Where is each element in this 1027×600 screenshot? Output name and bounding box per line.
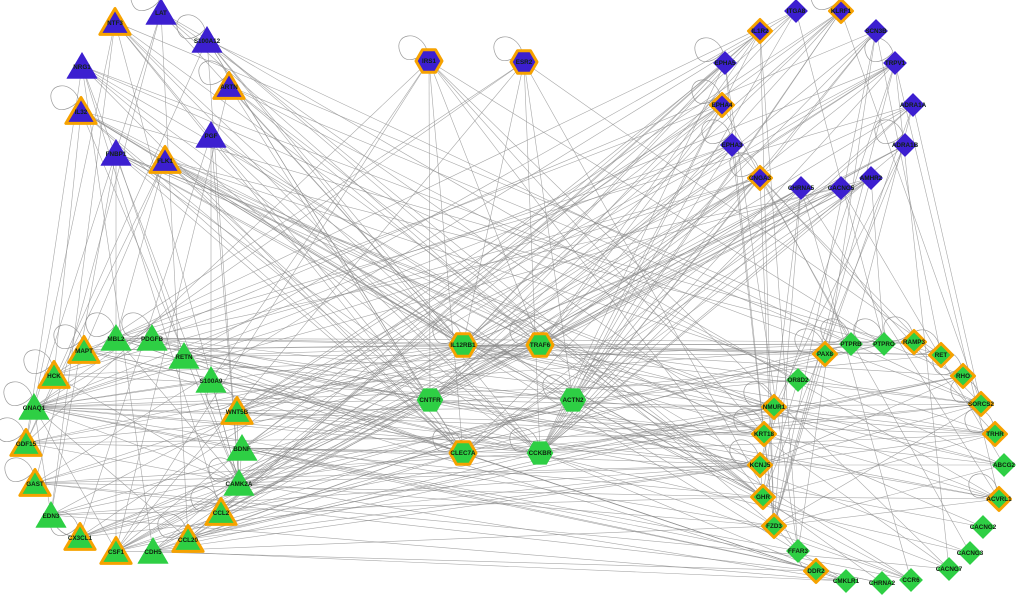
- svg-text:ADRA1B: ADRA1B: [892, 142, 919, 149]
- svg-text:KLRF1: KLRF1: [831, 8, 852, 15]
- svg-text:GAST: GAST: [26, 481, 44, 488]
- svg-text:ITGA8: ITGA8: [787, 8, 806, 15]
- svg-text:CMKLR1: CMKLR1: [833, 578, 860, 585]
- svg-text:FFAR3: FFAR3: [788, 548, 808, 555]
- svg-text:OR8D2: OR8D2: [788, 377, 809, 384]
- svg-text:GNAQ1: GNAQ1: [23, 405, 46, 412]
- svg-text:CCR6: CCR6: [902, 577, 920, 584]
- svg-text:CACNG5: CACNG5: [828, 185, 855, 192]
- svg-text:GDF15: GDF15: [16, 441, 37, 448]
- svg-text:PDGFB: PDGFB: [141, 336, 163, 343]
- svg-text:IL1R2: IL1R2: [751, 28, 769, 35]
- svg-text:PGF: PGF: [205, 133, 218, 140]
- svg-text:KRT18: KRT18: [754, 431, 774, 438]
- svg-text:S100A9: S100A9: [200, 378, 223, 385]
- svg-text:CX3CL1: CX3CL1: [68, 535, 93, 542]
- svg-text:IL32: IL32: [75, 109, 88, 116]
- svg-text:CCKBR: CCKBR: [529, 450, 552, 457]
- svg-text:CNTFR: CNTFR: [419, 397, 441, 404]
- svg-text:ARTN: ARTN: [220, 84, 238, 91]
- svg-text:TRPV1: TRPV1: [885, 60, 906, 67]
- svg-text:IL12RB1: IL12RB1: [450, 342, 476, 349]
- svg-text:RETN: RETN: [175, 354, 193, 361]
- svg-text:EPHA5: EPHA5: [715, 60, 736, 67]
- svg-text:GHR: GHR: [756, 494, 770, 501]
- svg-text:IRS1: IRS1: [422, 58, 436, 65]
- svg-text:CDH5: CDH5: [144, 549, 162, 556]
- svg-text:CHRNA5: CHRNA5: [788, 185, 815, 192]
- svg-text:WNT5B: WNT5B: [226, 409, 249, 416]
- svg-text:CACNG3: CACNG3: [957, 550, 984, 557]
- svg-text:CNGA3: CNGA3: [749, 175, 772, 182]
- svg-text:AMHR2: AMHR2: [860, 175, 883, 182]
- svg-text:EPHA3: EPHA3: [722, 142, 743, 149]
- svg-text:ACVRL1: ACVRL1: [986, 496, 1012, 503]
- svg-text:CACNG2: CACNG2: [970, 524, 997, 531]
- svg-text:FZD3: FZD3: [766, 523, 782, 530]
- svg-text:EPHA4: EPHA4: [712, 102, 733, 109]
- svg-text:CLEC7A: CLEC7A: [450, 450, 476, 457]
- svg-text:FLK1: FLK1: [157, 158, 173, 165]
- svg-text:CSF1: CSF1: [108, 549, 125, 556]
- svg-text:RAMP3: RAMP3: [903, 339, 926, 346]
- svg-text:BDNF: BDNF: [233, 446, 251, 453]
- svg-text:SORCS2: SORCS2: [968, 401, 994, 408]
- svg-text:NTF3: NTF3: [107, 20, 123, 27]
- svg-text:DDR2: DDR2: [807, 568, 825, 575]
- svg-text:CAMK2A: CAMK2A: [226, 481, 253, 488]
- svg-text:NRG1: NRG1: [73, 64, 91, 71]
- svg-text:S100A12: S100A12: [194, 38, 221, 45]
- svg-text:HCK: HCK: [47, 373, 61, 380]
- svg-text:SCN3B: SCN3B: [865, 28, 887, 35]
- svg-text:CCL20: CCL20: [178, 537, 198, 544]
- svg-text:ACTN2: ACTN2: [563, 397, 584, 404]
- svg-text:ESR2: ESR2: [516, 59, 533, 66]
- svg-text:EDN3: EDN3: [43, 513, 60, 520]
- svg-text:CHRNA2: CHRNA2: [869, 580, 896, 587]
- svg-text:PAX8: PAX8: [817, 351, 833, 358]
- svg-text:PTPRO: PTPRO: [873, 341, 895, 348]
- svg-text:KCNJ5: KCNJ5: [750, 462, 771, 469]
- svg-text:ADRA1A: ADRA1A: [900, 102, 927, 109]
- svg-text:FNBP1: FNBP1: [106, 151, 127, 158]
- svg-text:ABCG2: ABCG2: [993, 462, 1016, 469]
- svg-text:MAPT: MAPT: [75, 348, 93, 355]
- svg-text:MBL2: MBL2: [107, 336, 125, 343]
- svg-text:CACNG7: CACNG7: [936, 566, 963, 573]
- svg-text:PTPRB: PTPRB: [840, 341, 862, 348]
- svg-text:RHO: RHO: [956, 373, 970, 380]
- svg-text:TRHR: TRHR: [986, 431, 1004, 438]
- svg-text:CCL2: CCL2: [213, 510, 230, 517]
- svg-text:RET: RET: [935, 352, 948, 359]
- svg-text:NMUR1: NMUR1: [763, 404, 786, 411]
- svg-text:TRAF6: TRAF6: [530, 342, 551, 349]
- svg-text:LAT: LAT: [155, 10, 167, 17]
